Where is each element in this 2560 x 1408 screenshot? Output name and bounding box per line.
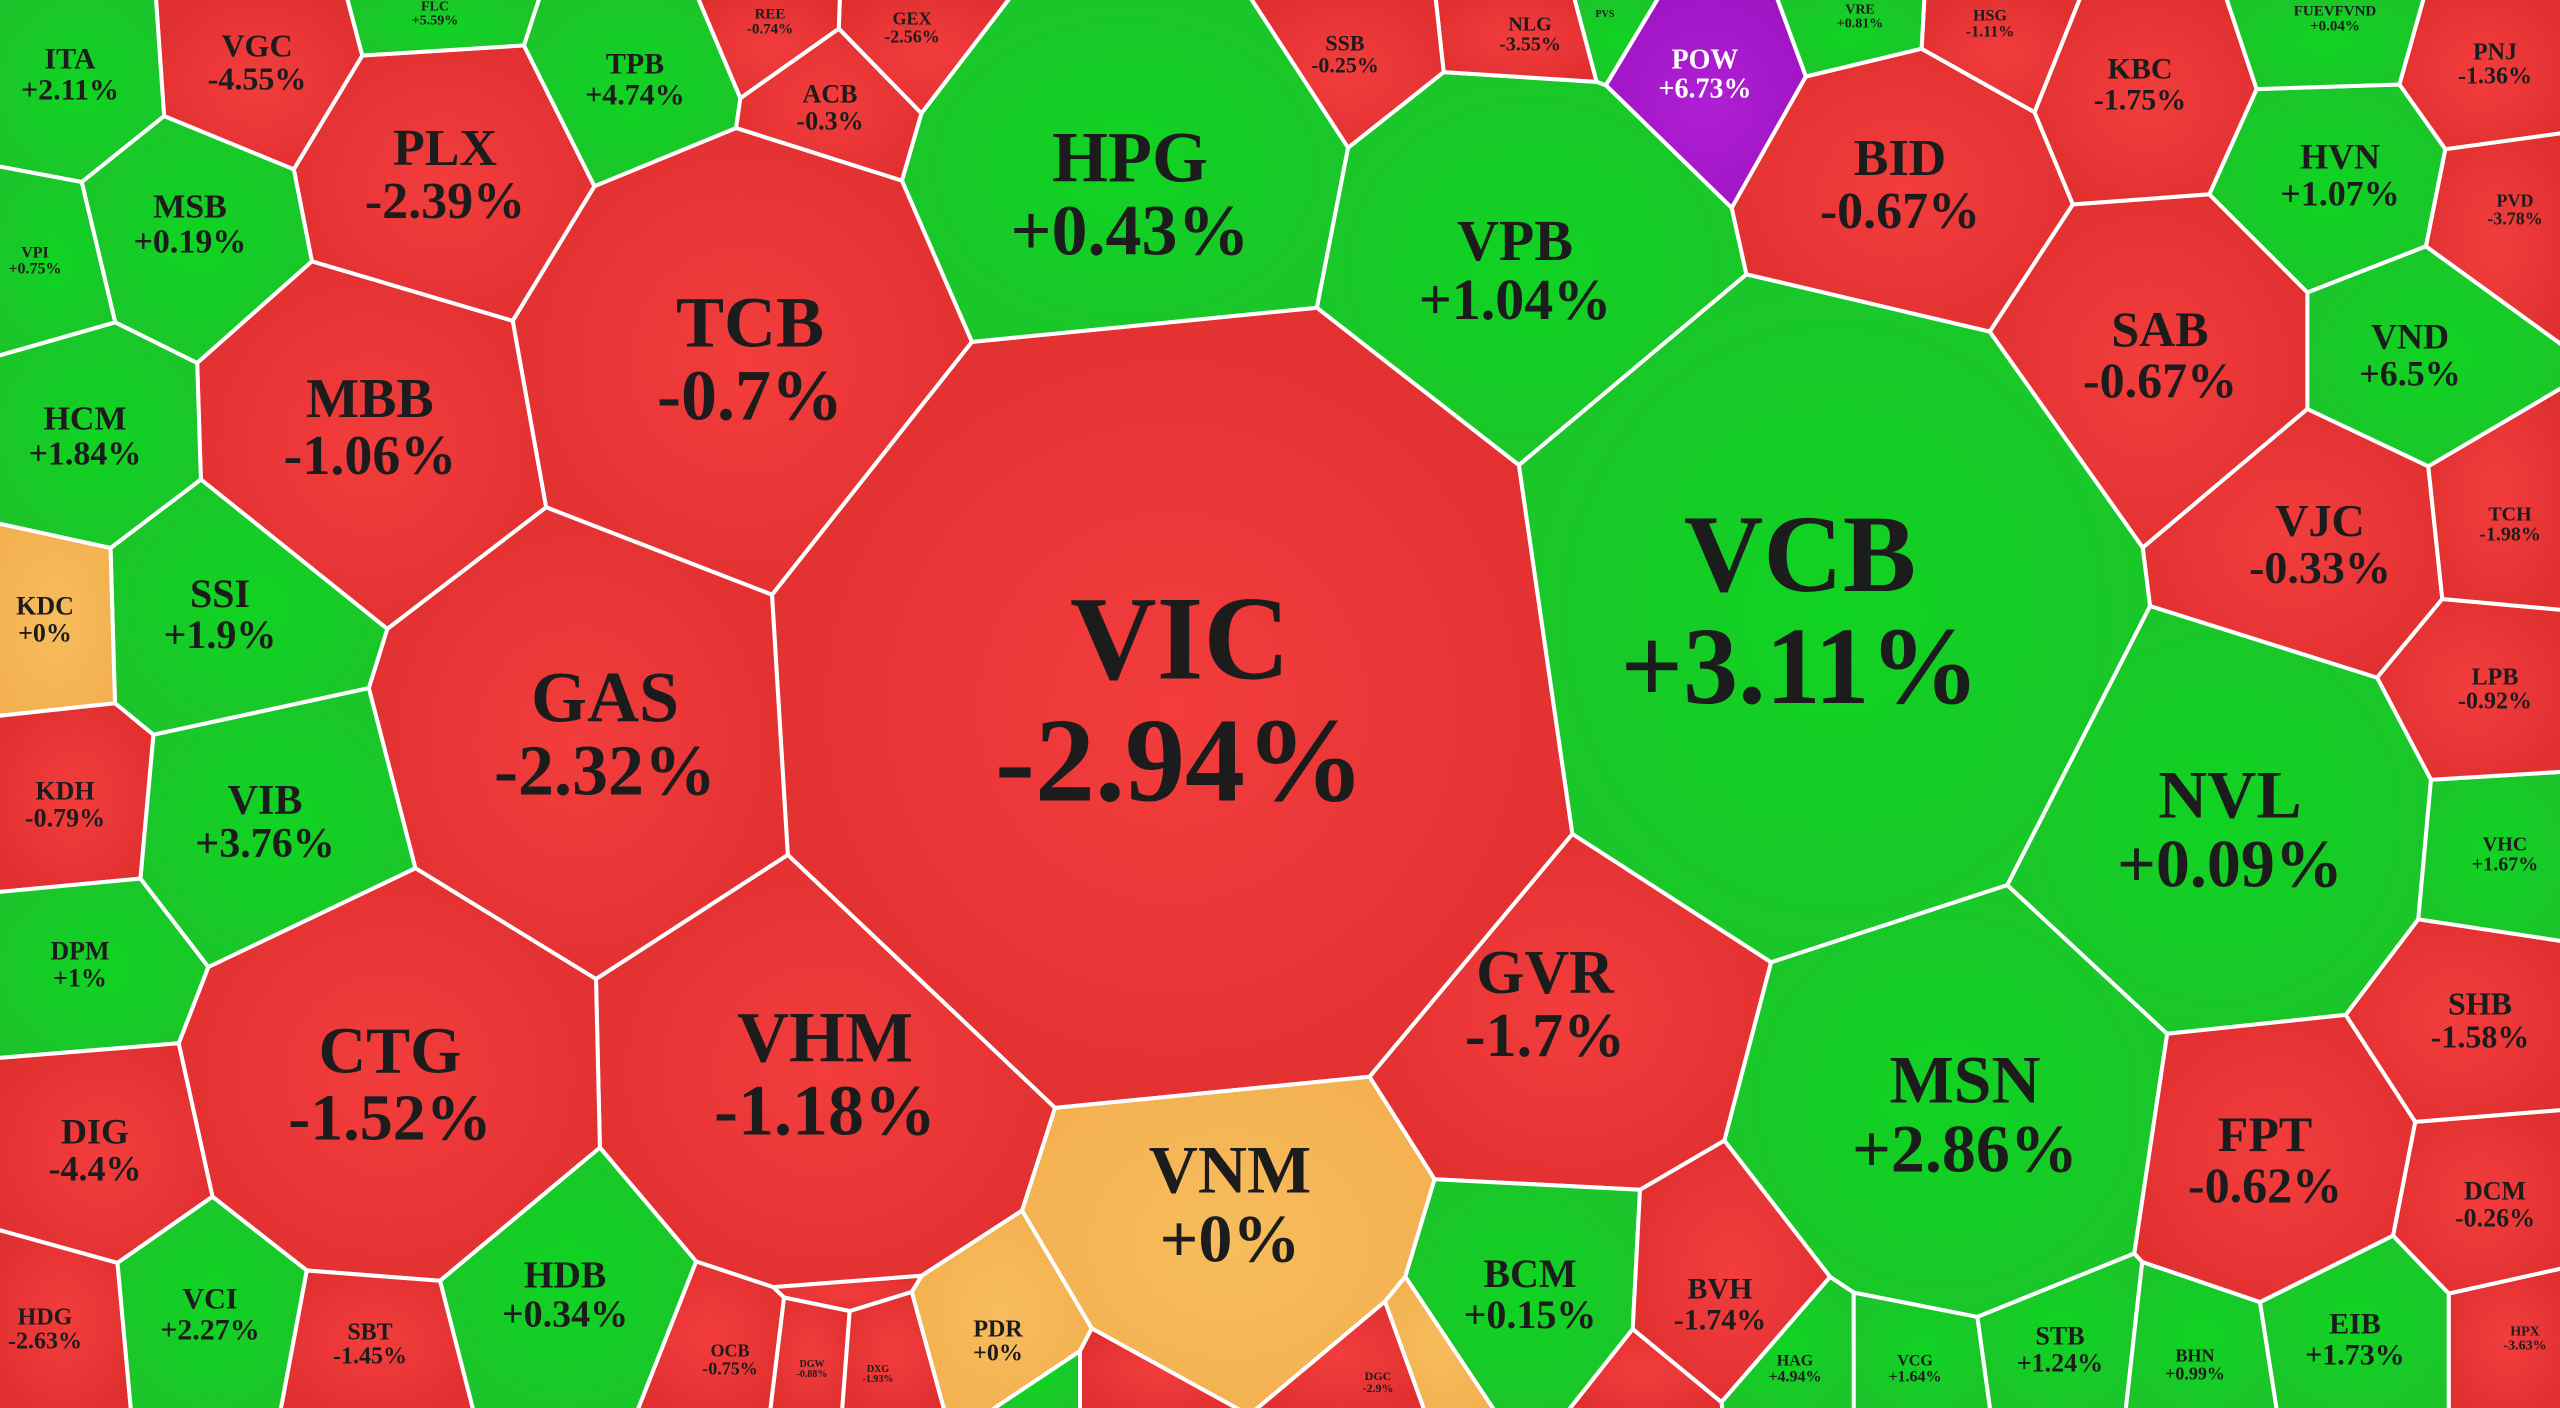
stock-cell[interactable] xyxy=(1383,1274,1496,1408)
stock-cell[interactable] xyxy=(771,1273,924,1313)
stock-cell-vhc[interactable] xyxy=(2416,769,2560,943)
stock-cell-ita[interactable] xyxy=(0,0,167,184)
stock-cell-vpi[interactable] xyxy=(0,164,118,358)
stock-cell[interactable] xyxy=(1567,1327,1725,1408)
stock-cell-pvs[interactable] xyxy=(1572,0,1660,88)
stock-cell-sbt[interactable] xyxy=(279,1268,475,1408)
stock-cell-flc[interactable] xyxy=(345,0,541,58)
stock-cell-fuevfvnd[interactable] xyxy=(2224,0,2426,92)
stock-cell-ssb[interactable] xyxy=(1249,0,1446,150)
stock-cell-acb[interactable] xyxy=(734,26,924,183)
stock-cell-kdh[interactable] xyxy=(0,701,156,894)
stock-cell[interactable] xyxy=(1078,1326,1244,1408)
stock-cell-nlg[interactable] xyxy=(1433,0,1599,84)
stock-cell-dgw[interactable] xyxy=(768,1295,852,1408)
stock-cell-kdc[interactable] xyxy=(0,521,117,718)
